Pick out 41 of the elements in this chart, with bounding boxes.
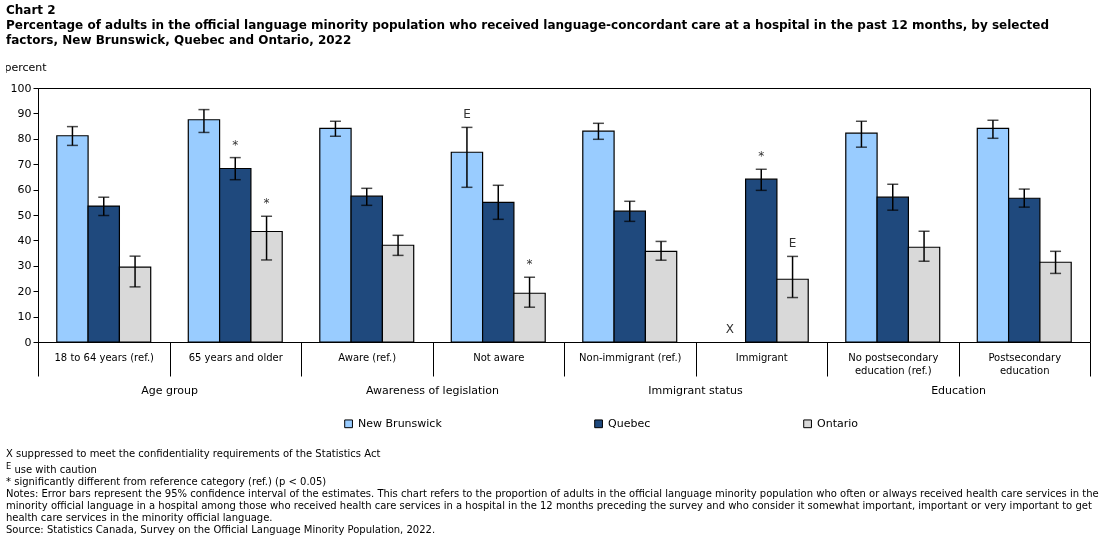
- x-tick-label: 18 to 64 years (ref.): [54, 351, 155, 363]
- y-tick-label: 50: [17, 208, 32, 222]
- text: Age group: [141, 384, 198, 397]
- text: $^{E}$ use with caution: [6, 460, 98, 477]
- y-tick-label: 100: [10, 81, 32, 95]
- y-tick-label: 90: [17, 106, 32, 120]
- x-tick-label: Immigrant: [735, 351, 788, 363]
- y-tick-label: 10: [17, 310, 32, 324]
- y-tick-label: 0: [24, 335, 32, 349]
- data-label: E: [463, 107, 471, 122]
- chart-subtitle: Percentage of adults in the official language minority population who received language-concordant care at a hospital in the past 12 months, by selected factors, New Brunswick, Quebec and Ontario, 2022: [6, 18, 1051, 48]
- text: * significantly different from reference category (ref.) (p < 0.05): [6, 476, 328, 489]
- data-label: E: [788, 236, 797, 251]
- y-tick-label: 70: [17, 157, 32, 171]
- y-tick-label: 60: [17, 183, 32, 197]
- y-tick-label: 80: [17, 132, 32, 146]
- x-tick-label: No postsecondary education (ref.): [848, 351, 939, 376]
- data-label: *: [526, 257, 533, 272]
- y-tick-label: 30: [17, 259, 32, 273]
- text: X: [725, 322, 735, 336]
- data-label: *: [758, 149, 765, 164]
- y-tick-label: 20: [17, 284, 32, 298]
- x-tick-label: Not aware: [473, 351, 525, 363]
- x-tick-label: Postsecondary education: [988, 351, 1062, 376]
- text: Education: [931, 384, 986, 397]
- text: Awareness of legislation: [365, 384, 500, 397]
- text: Notes: Error bars represent the 95% confidence interval of the estimates. This chart refers to the proportion of adults in the official language minority population who often or always received health care services in the minority official language in a hospital among those who received health care services in a hospital in the 12 months preceding the survey and who consider it somewhat important, important or very important to get health care services in the minority official language.: [6, 488, 1100, 525]
- y-tick-label: 40: [17, 233, 32, 247]
- data-label: *: [263, 196, 270, 211]
- y-axis-title: percent: [4, 60, 48, 74]
- x-tick-label: Aware (ref.): [338, 351, 397, 363]
- legend-label: New Brunswick: [358, 416, 443, 430]
- legend-label: Ontario: [817, 416, 859, 430]
- text: X suppressed to meet the confidentiality requirements of the Statistics Act: [6, 448, 382, 460]
- x-tick-label: 65 years and older: [188, 351, 284, 363]
- legend-label: Quebec: [608, 416, 651, 430]
- text: Immigrant status: [648, 384, 744, 397]
- chart-title: Chart 2: [6, 3, 57, 18]
- data-label: *: [232, 137, 239, 152]
- source-note: Source: Statistics Canada, Survey on the Official Language Minority Population, 2022.: [6, 524, 437, 537]
- x-tick-label: Non-immigrant (ref.): [579, 351, 682, 363]
